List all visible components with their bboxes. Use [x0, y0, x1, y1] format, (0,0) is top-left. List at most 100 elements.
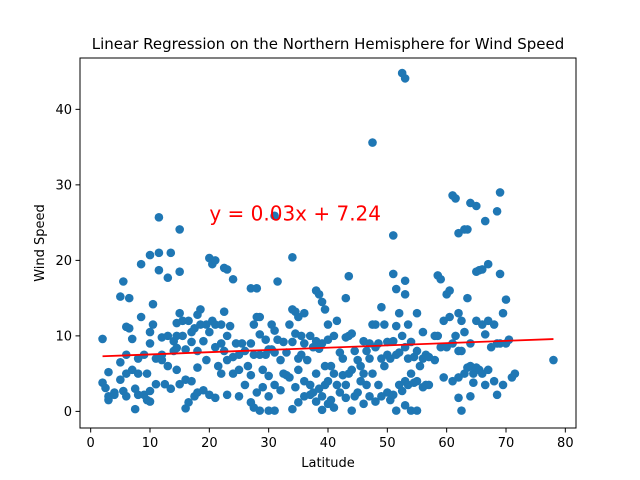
data-point	[246, 370, 256, 380]
data-point	[406, 406, 416, 415]
data-point	[297, 350, 306, 360]
x-tick-label: 70	[498, 436, 515, 451]
data-point	[282, 348, 291, 357]
data-point	[332, 380, 342, 390]
data-point	[311, 369, 321, 378]
data-point	[457, 406, 466, 415]
data-point	[210, 256, 220, 265]
x-axis: 0 10 20 30 40 50 60 70 80	[87, 428, 574, 451]
data-point	[353, 388, 362, 397]
regression-equation: y = 0.03x + 7.24	[209, 201, 381, 225]
x-axis-label: Latitude	[301, 456, 355, 471]
data-point	[400, 401, 410, 410]
data-point	[472, 201, 481, 211]
data-point	[157, 355, 167, 365]
data-point	[469, 378, 478, 387]
data-point	[234, 391, 244, 401]
data-point	[305, 331, 315, 341]
data-point	[323, 320, 333, 329]
data-point	[489, 320, 499, 329]
data-point	[451, 331, 460, 341]
data-point	[163, 273, 173, 283]
data-point	[249, 350, 259, 360]
data-point	[255, 350, 265, 360]
data-point	[436, 274, 446, 284]
data-point	[480, 216, 490, 226]
data-point	[249, 320, 259, 329]
data-point	[335, 388, 345, 397]
data-point	[350, 346, 360, 356]
data-point	[163, 361, 173, 371]
data-point	[391, 406, 401, 415]
data-point	[362, 346, 371, 356]
data-point	[501, 295, 511, 304]
data-point	[492, 390, 502, 400]
data-point	[264, 371, 273, 381]
data-point	[193, 363, 202, 372]
data-point	[460, 327, 469, 337]
data-point	[415, 361, 425, 371]
data-point	[231, 339, 241, 348]
data-point	[104, 367, 113, 377]
data-point	[252, 388, 262, 397]
data-point	[314, 290, 324, 299]
data-point	[237, 339, 247, 348]
data-point	[101, 383, 110, 393]
data-point	[130, 404, 140, 414]
data-point	[498, 308, 508, 318]
data-point	[285, 373, 294, 382]
data-point	[133, 369, 143, 378]
data-point	[371, 397, 380, 406]
data-point	[178, 331, 187, 341]
y-tick-label: 0	[64, 405, 72, 420]
data-point	[549, 355, 558, 365]
data-point	[294, 398, 303, 407]
x-tick-label: 80	[557, 436, 574, 451]
data-point	[374, 380, 383, 390]
data-point	[457, 316, 466, 326]
data-point	[187, 337, 196, 347]
data-point	[400, 276, 410, 286]
data-point	[291, 382, 300, 392]
data-point	[246, 284, 256, 293]
data-point	[110, 390, 119, 400]
data-point	[175, 308, 184, 318]
data-point	[466, 339, 475, 348]
x-tick-label: 10	[142, 436, 159, 451]
data-point	[400, 74, 410, 83]
data-point	[196, 305, 205, 314]
data-point	[172, 343, 182, 353]
y-axis: 0 10 20 30 40	[55, 103, 80, 420]
data-point	[222, 265, 232, 274]
data-point	[445, 312, 454, 322]
data-point	[279, 337, 288, 347]
data-point	[495, 269, 505, 279]
data-point	[145, 339, 155, 348]
data-point	[356, 361, 365, 371]
data-point	[463, 225, 472, 234]
data-point	[504, 335, 514, 344]
data-point	[400, 290, 410, 299]
data-point	[302, 355, 312, 365]
regression-line	[102, 338, 554, 358]
data-point	[163, 331, 173, 341]
data-point	[264, 406, 273, 415]
data-point	[154, 265, 164, 275]
data-point	[463, 293, 472, 303]
data-point	[145, 397, 155, 406]
data-point	[205, 327, 214, 337]
data-point	[222, 390, 232, 400]
data-point	[121, 391, 131, 401]
data-point	[391, 321, 401, 331]
data-point	[412, 308, 422, 318]
data-point	[145, 250, 155, 260]
data-point	[225, 321, 235, 331]
data-point	[394, 308, 404, 318]
data-point	[148, 299, 158, 309]
data-point	[175, 379, 184, 389]
data-point	[202, 355, 211, 365]
data-point	[219, 307, 229, 317]
data-point	[480, 380, 490, 390]
data-point	[258, 382, 268, 392]
data-point	[166, 384, 176, 394]
